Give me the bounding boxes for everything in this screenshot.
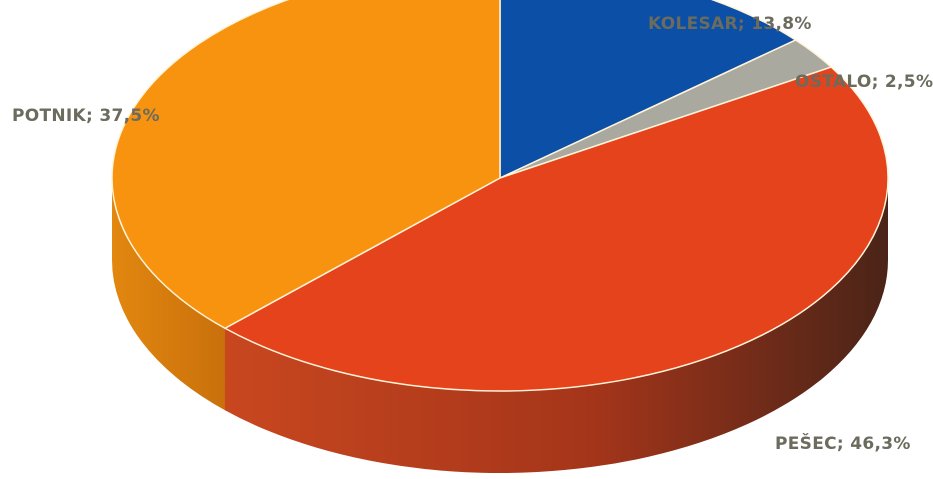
slice-top-kolesar xyxy=(499,0,797,179)
slice-top-potnik xyxy=(111,0,501,330)
pie-labels: KOLESAR; 13,8% OSTALO; 2,5% PEŠEC; 46,3%… xyxy=(12,14,933,454)
slice-side-pešec xyxy=(224,178,888,474)
slice-label-ostalo: OSTALO; 2,5% xyxy=(795,72,933,92)
slice-label-kolesar: KOLESAR; 13,8% xyxy=(648,14,812,34)
slice-label-potnik: POTNIK; 37,5% xyxy=(12,106,160,126)
pie-tops xyxy=(111,0,889,392)
slice-label-pesec: PEŠEC; 46,3% xyxy=(775,432,911,454)
slice-top-pešec xyxy=(224,66,889,392)
slice-side-potnik xyxy=(112,178,225,411)
